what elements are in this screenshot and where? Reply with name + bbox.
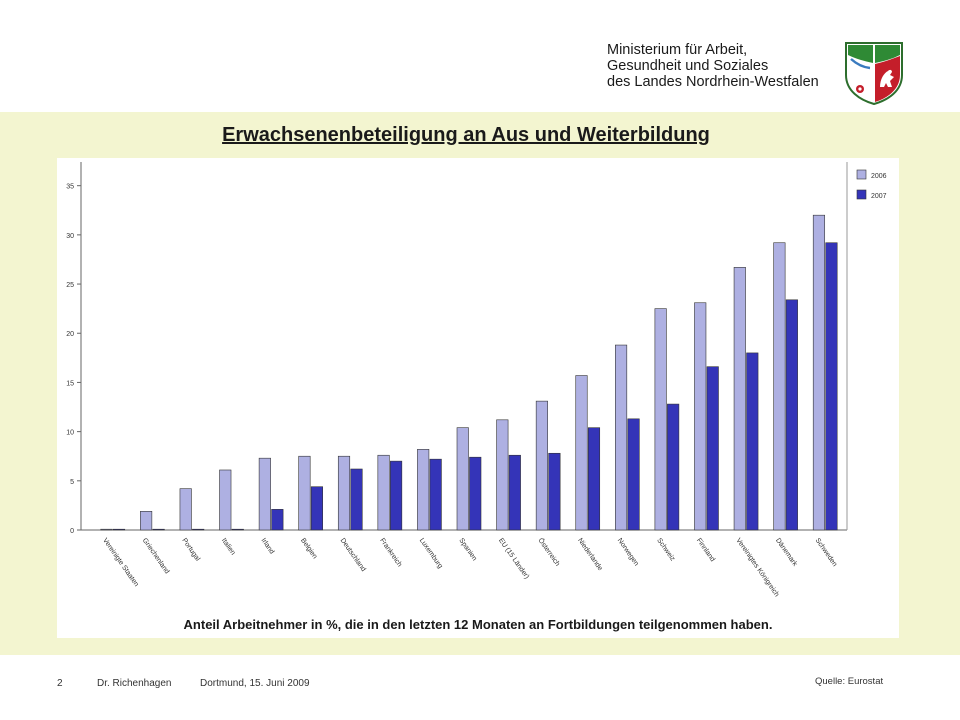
bar-2006: [456, 427, 469, 531]
bar-2006: [219, 469, 232, 531]
ministry-line-1: Ministerium für Arbeit,: [607, 42, 748, 58]
ministry-line-2: Gesundheit und Soziales: [607, 58, 769, 74]
x-tick-label: Norwegen: [616, 537, 640, 567]
bar-2007: [706, 366, 719, 531]
nrw-coat-of-arms-icon: [845, 42, 903, 105]
chart-caption: Anteil Arbeitnehmer in %, die in den let…: [183, 617, 773, 632]
bar-2006: [179, 488, 192, 531]
bar-2007: [231, 528, 244, 531]
x-tick-label: Italien: [220, 537, 237, 556]
y-tick-label: 15: [66, 380, 74, 387]
bar-2007: [785, 299, 798, 531]
bar-2006: [575, 375, 588, 531]
bar-2006: [417, 449, 430, 531]
x-tick-label: Vereinigte Staaten: [101, 537, 140, 588]
page-number: 2: [57, 678, 63, 689]
bar-2007: [825, 242, 838, 531]
author-name: Dr. Richenhagen: [97, 678, 172, 689]
bar-2006: [654, 308, 667, 531]
bar-2006: [615, 344, 628, 531]
x-tick-label: EU (15 Länder): [497, 537, 530, 580]
x-tick-label: Spanien: [457, 537, 478, 562]
bar-2006: [298, 455, 311, 531]
bar-2007: [350, 468, 363, 531]
x-tick-label: Schweiz: [655, 537, 676, 563]
y-tick-label: 25: [66, 282, 74, 289]
ministry-line-3: des Landes Nordrhein-Westfalen: [607, 74, 819, 90]
y-tick-label: 30: [66, 233, 74, 240]
chart-panel: 0 5 10 15 20 25 30 35 Vereinigte Staaten Griechen…: [57, 158, 899, 638]
bar-2006: [812, 214, 826, 531]
x-tick-label: Portugal: [180, 537, 201, 563]
location-date: Dortmund, 15. Juni 2009: [200, 678, 310, 689]
legend-swatch-2007: [856, 189, 867, 200]
x-tick-label: Luxemburg: [418, 537, 444, 570]
bar-2007: [429, 458, 442, 531]
y-tick-label: 20: [66, 331, 74, 338]
x-tick-label: Niederlande: [576, 537, 603, 572]
bar-2007: [390, 460, 403, 531]
bar-2007: [469, 456, 482, 531]
x-tick-label: Finnland: [695, 537, 716, 563]
bar-2007: [627, 418, 640, 531]
bar-2006: [258, 457, 271, 531]
bar-2006: [377, 454, 390, 531]
bar-2007: [508, 454, 521, 531]
bar-2007: [152, 528, 165, 531]
y-tick-label: 5: [70, 479, 74, 486]
bar-chart: 0 5 10 15 20 25 30 35 Vereinigte Staaten Griechen…: [66, 162, 887, 598]
bar-2006: [100, 528, 113, 531]
x-tick-label: Frankreich: [378, 537, 403, 568]
legend-label-2006: 2006: [871, 173, 887, 180]
bar-2006: [694, 302, 707, 531]
ministry-name: Ministerium für Arbeit, Gesundheit und S…: [607, 42, 819, 90]
x-tick-label: Irland: [259, 537, 275, 555]
slide-header: Ministerium für Arbeit, Gesundheit und S…: [0, 0, 960, 112]
x-tick-label: Dänemark: [774, 537, 799, 568]
bar-2007: [112, 528, 126, 531]
x-tick-label: Belgien: [299, 537, 318, 560]
bar-2007: [192, 528, 205, 531]
legend-swatch-2006: [856, 169, 867, 180]
bar-2007: [310, 486, 323, 531]
bar-2006: [773, 242, 786, 531]
y-tick-label: 35: [66, 184, 74, 191]
bar-2007: [548, 452, 561, 531]
bar-2007: [587, 427, 601, 531]
x-tick-label: Vereinigtes Königreich: [734, 537, 780, 598]
x-tick-label: Österreich: [537, 537, 562, 568]
bar-2006: [496, 419, 509, 531]
y-tick-label: 10: [66, 430, 74, 437]
bar-2006: [535, 400, 548, 531]
slide-title: Erwachsenenbeteiligung an Aus und Weiter…: [222, 124, 710, 146]
x-tick-label: Deutschland: [339, 537, 367, 573]
x-tick-label: Griechenland: [141, 537, 171, 575]
bar-2007: [746, 352, 759, 531]
x-tick-label: Schweden: [814, 537, 839, 568]
bar-2007: [271, 509, 284, 531]
bar-2006: [733, 267, 746, 531]
bar-2007: [667, 403, 680, 531]
y-tick-label: 0: [70, 528, 74, 535]
bar-2006: [140, 511, 153, 531]
bar-2006: [337, 455, 351, 531]
legend-label-2007: 2007: [871, 193, 887, 200]
source-note: Quelle: Eurostat: [815, 676, 884, 687]
